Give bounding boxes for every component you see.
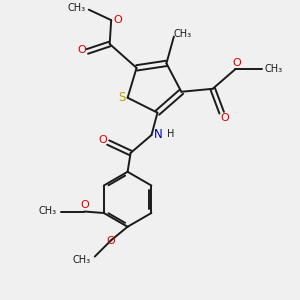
Text: CH₃: CH₃ [264, 64, 282, 74]
Text: O: O [98, 134, 107, 145]
Text: CH₃: CH₃ [67, 3, 85, 13]
Text: CH₃: CH₃ [174, 29, 192, 39]
Text: O: O [106, 236, 115, 246]
Text: CH₃: CH₃ [38, 206, 56, 216]
Text: H: H [167, 130, 175, 140]
Text: O: O [81, 200, 89, 210]
Text: O: O [220, 113, 229, 123]
Text: S: S [118, 91, 126, 103]
Text: CH₃: CH₃ [72, 255, 90, 265]
Text: N: N [154, 128, 162, 141]
Text: O: O [232, 58, 241, 68]
Text: O: O [113, 15, 122, 25]
Text: O: O [77, 45, 86, 55]
